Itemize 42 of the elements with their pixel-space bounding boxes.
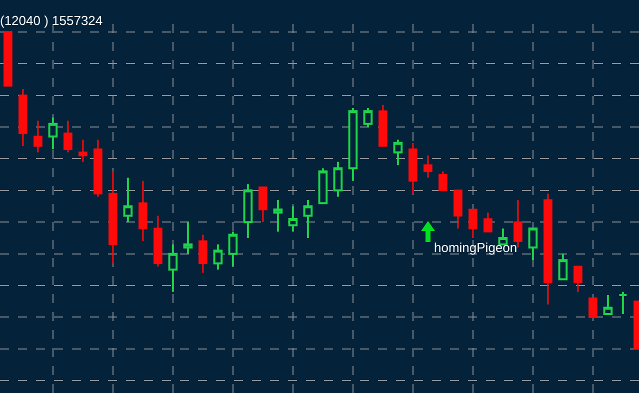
candlestick <box>288 205 298 233</box>
candlestick <box>333 160 343 198</box>
candlestick <box>258 186 268 223</box>
candlestick <box>438 170 448 192</box>
candlestick <box>618 290 628 316</box>
candlestick <box>243 183 253 239</box>
candlestick <box>558 252 568 280</box>
candlestick <box>303 198 313 239</box>
candlestick <box>34 120 42 154</box>
candlestick <box>213 243 223 271</box>
candlestick <box>18 88 28 147</box>
candlestick <box>544 192 552 306</box>
candlestick <box>48 116 58 150</box>
candlestick <box>94 138 102 198</box>
candlestick <box>408 142 418 194</box>
candlestick <box>123 176 133 224</box>
candlestick <box>603 294 613 316</box>
candlestick <box>424 154 432 178</box>
candlestick <box>138 180 148 242</box>
candlestick <box>348 107 358 182</box>
candlestick <box>183 221 193 255</box>
candlestick <box>78 138 88 163</box>
candlestick <box>574 266 582 293</box>
candlestick <box>64 120 72 154</box>
candlestick <box>4 31 12 87</box>
candlestick <box>393 138 403 166</box>
candlestick <box>154 215 162 268</box>
candlestick <box>378 104 388 147</box>
candlestick <box>318 167 328 204</box>
candlestick <box>228 230 238 268</box>
candlestick <box>168 243 178 293</box>
candlestick <box>273 198 283 233</box>
chart-title: (12040 ) 1557324 <box>0 12 103 28</box>
candlestick <box>484 212 492 232</box>
candlestick <box>454 190 462 230</box>
candlestick <box>588 297 598 318</box>
candlestick <box>468 208 478 239</box>
candlestick <box>363 107 373 128</box>
candlestick <box>108 170 118 264</box>
candlestick <box>198 234 208 274</box>
annotation: homingPigeon <box>434 240 518 255</box>
candlestick <box>528 227 538 262</box>
